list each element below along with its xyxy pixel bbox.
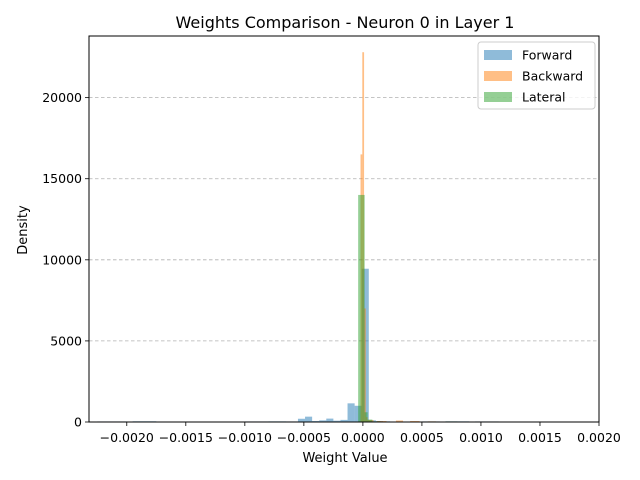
chart-title: Weights Comparison - Neuron 0 in Layer 1 xyxy=(176,13,515,32)
x-tick-label: −0.0010 xyxy=(218,430,272,445)
x-tick-label: −0.0005 xyxy=(277,430,331,445)
series-forward xyxy=(97,268,529,422)
legend: Forward Backward Lateral xyxy=(477,41,596,110)
x-tick-label: 0.0010 xyxy=(459,430,503,445)
legend-swatch xyxy=(484,50,512,60)
y-tick-label: 10000 xyxy=(42,252,82,267)
histogram-bar xyxy=(358,194,365,422)
series-backward xyxy=(360,52,437,423)
y-tick-label: 15000 xyxy=(42,171,82,186)
x-axis-label: Weight Value xyxy=(302,451,387,466)
grid-lines xyxy=(89,97,599,342)
legend-label: Backward xyxy=(522,69,583,84)
histogram-bar xyxy=(364,412,368,422)
y-tick-label: 5000 xyxy=(50,333,82,348)
legend-swatch xyxy=(484,92,512,102)
x-tick-label: 0.0015 xyxy=(518,430,562,445)
x-tick-label: 0.0020 xyxy=(577,430,621,445)
histogram-bar xyxy=(333,420,341,422)
histogram-bar xyxy=(340,419,348,422)
histogram-bar xyxy=(395,420,404,422)
histogram-bar xyxy=(319,420,327,422)
histogram-bar xyxy=(326,418,334,422)
x-tick-label: 0.0000 xyxy=(341,430,385,445)
legend-label: Forward xyxy=(522,48,572,63)
y-tick-label: 0 xyxy=(74,415,82,430)
histogram-bar xyxy=(367,419,373,422)
histogram-bar xyxy=(305,416,313,422)
x-tick-label: 0.0005 xyxy=(400,430,444,445)
legend-items: Forward Backward Lateral xyxy=(484,48,583,105)
x-tick-label: −0.0015 xyxy=(159,430,213,445)
y-tick-label: 20000 xyxy=(42,90,82,105)
histogram-bar xyxy=(297,418,306,422)
plot-frame xyxy=(88,35,600,423)
x-tick-label: −0.0020 xyxy=(100,430,154,445)
x-axis: −0.0020 −0.0015 −0.0010 −0.0005 0.0000 0.0005… xyxy=(100,422,621,445)
histogram-bar xyxy=(364,308,366,422)
histogram-bars xyxy=(97,52,529,423)
y-axis: 0 5000 10000 15000 20000 xyxy=(42,90,89,430)
legend-swatch xyxy=(484,71,512,81)
histogram-bar xyxy=(347,403,355,422)
series-lateral xyxy=(358,194,511,422)
y-axis-label: Density xyxy=(16,205,31,255)
legend-label: Lateral xyxy=(522,90,566,105)
